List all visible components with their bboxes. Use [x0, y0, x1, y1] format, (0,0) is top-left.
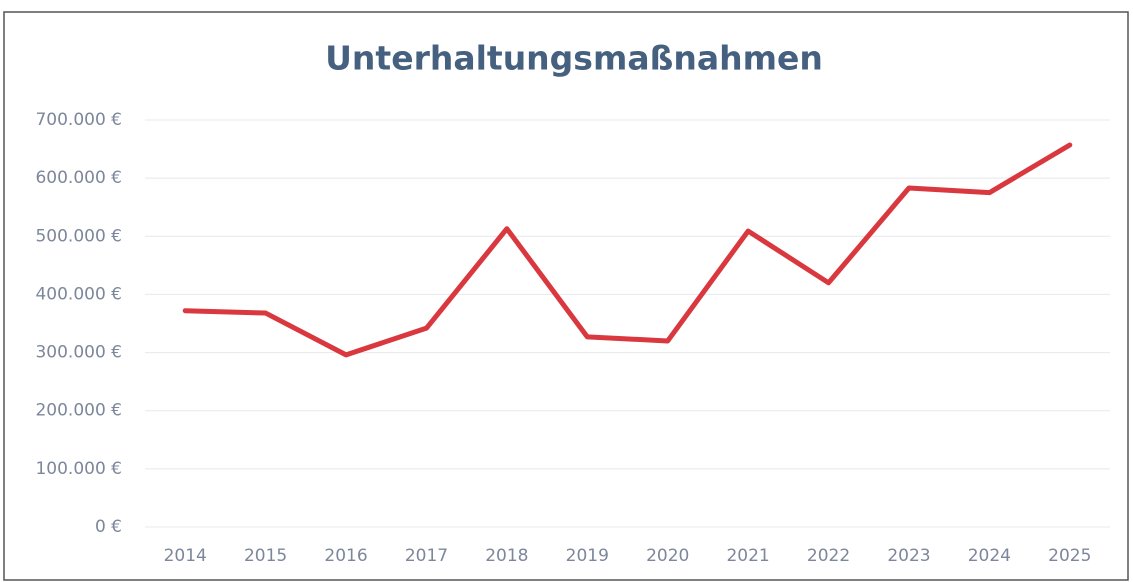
x-tick-label: 2023 [887, 546, 930, 566]
x-tick-label: 2022 [807, 546, 850, 566]
x-tick-label: 2025 [1048, 546, 1091, 566]
x-tick-label: 2019 [566, 546, 609, 566]
x-tick-label: 2024 [968, 546, 1011, 566]
y-tick-label: 400.000 € [35, 284, 122, 304]
chart-title: Unterhaltungsmaßnahmen [325, 39, 823, 78]
x-tick-label: 2016 [324, 546, 367, 566]
y-tick-label: 700.000 € [35, 110, 122, 130]
y-tick-label: 200.000 € [35, 401, 122, 421]
y-tick-label: 500.000 € [35, 226, 122, 246]
chart-frame [3, 11, 1129, 581]
x-tick-label: 2017 [405, 546, 448, 566]
data-line [182, 142, 1073, 358]
y-tick-label: 600.000 € [35, 168, 122, 188]
y-tick-label: 300.000 € [35, 343, 122, 363]
y-tick-label: 0 € [95, 517, 122, 537]
x-tick-label: 2018 [485, 546, 528, 566]
x-tick-label: 2014 [164, 546, 207, 566]
y-tick-label: 100.000 € [35, 459, 122, 479]
x-tick-label: 2021 [726, 546, 769, 566]
x-tick-label: 2015 [244, 546, 287, 566]
x-tick-label: 2020 [646, 546, 689, 566]
